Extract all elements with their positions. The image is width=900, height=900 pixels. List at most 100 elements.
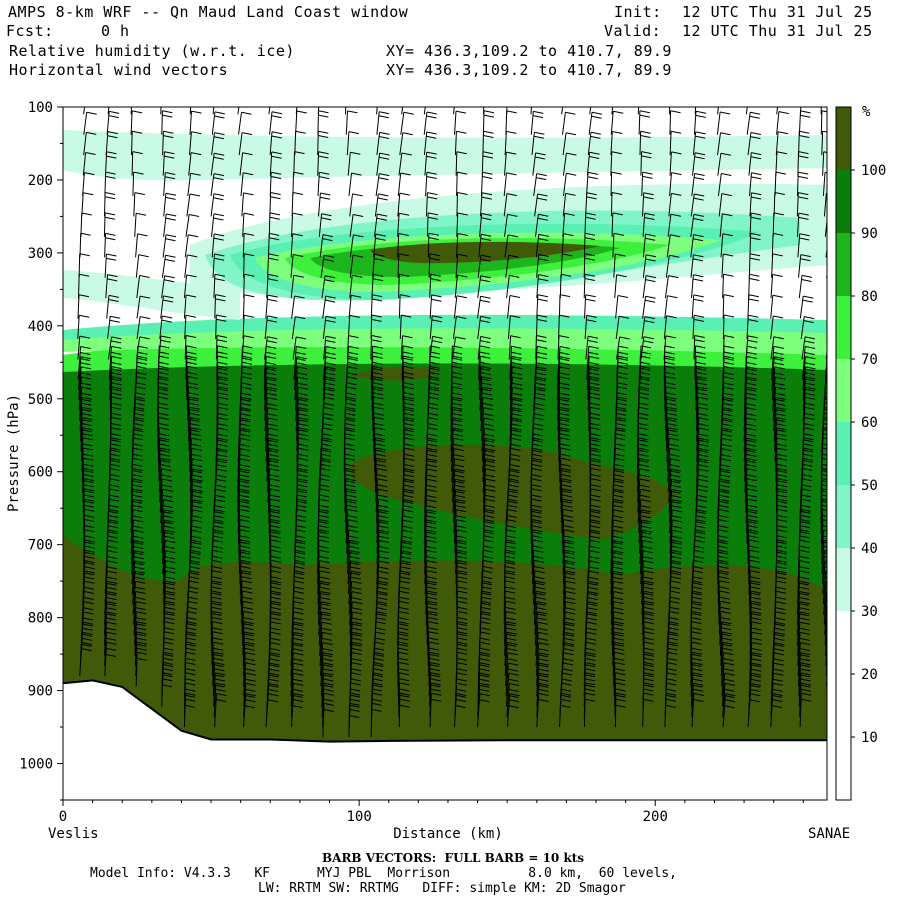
wind-barb	[717, 173, 732, 197]
wind-barb	[530, 110, 544, 135]
wind-barb	[398, 273, 410, 299]
wind-barb	[610, 519, 624, 554]
wind-barb	[666, 234, 681, 258]
wind-barb	[161, 275, 175, 299]
wind-barb	[452, 478, 466, 513]
rh-band-60	[63, 314, 827, 340]
wind-barb	[796, 601, 810, 636]
wind-barb	[370, 314, 382, 340]
wind-barb	[349, 254, 364, 278]
wind-barb	[669, 172, 682, 197]
wind-barb	[103, 601, 117, 636]
wind-barb	[641, 570, 654, 605]
wind-barb	[373, 427, 385, 462]
wind-barb	[269, 111, 283, 135]
wind-barb	[559, 447, 571, 482]
wind-barb	[77, 346, 91, 380]
wind-barb	[184, 314, 196, 340]
wind-barb	[664, 386, 676, 421]
wind-barb	[294, 130, 306, 156]
wind-barb	[130, 488, 143, 523]
wind-barb	[535, 642, 549, 677]
wind-barb	[163, 570, 176, 605]
wind-barb	[348, 570, 362, 605]
wind-barb	[346, 131, 359, 156]
wind-barb	[562, 591, 576, 625]
wind-barb	[745, 488, 758, 523]
wind-barb	[691, 682, 704, 717]
colorbar-unit: %	[862, 104, 871, 120]
y-tick-label: 200	[28, 173, 53, 189]
colorbar-segment	[836, 674, 851, 737]
wind-barb	[269, 131, 283, 156]
wind-barb	[535, 621, 548, 656]
wind-barb	[561, 488, 573, 523]
wind-barb	[586, 356, 600, 391]
wind-barb	[370, 294, 383, 319]
wind-barb	[719, 621, 732, 656]
wind-barb	[664, 275, 679, 299]
wind-barb	[798, 672, 811, 707]
wind-barb	[132, 570, 146, 605]
wind-barb	[349, 591, 362, 625]
wind-barb	[531, 529, 543, 564]
wind-barb	[717, 152, 731, 176]
wind-barb	[376, 540, 390, 574]
wind-barb	[424, 549, 437, 585]
wind-barb	[821, 539, 827, 574]
wind-barb	[583, 273, 596, 299]
wind-barb	[452, 316, 467, 340]
wind-barb	[559, 692, 571, 728]
wind-barb	[237, 488, 250, 523]
wind-barb	[322, 692, 334, 728]
wind-barb	[535, 233, 549, 258]
wind-barb	[374, 193, 389, 217]
wind-barb	[823, 591, 827, 625]
wind-barb	[212, 253, 225, 278]
wind-barb	[478, 355, 491, 391]
wind-barb	[295, 407, 309, 442]
wind-barb	[135, 641, 147, 677]
wind-barb	[130, 498, 143, 534]
wind-barb	[104, 232, 116, 258]
wind-barb	[376, 111, 390, 135]
wind-barb	[131, 151, 143, 176]
wind-barb	[290, 631, 304, 666]
wind-barb	[371, 386, 384, 421]
colorbar-segment	[836, 170, 851, 233]
y-tick-label: 700	[28, 538, 53, 554]
wind-barb	[479, 213, 492, 237]
wind-barb	[160, 295, 174, 319]
wind-barb	[722, 294, 734, 319]
wind-barb	[453, 107, 455, 115]
wind-barb	[562, 192, 576, 217]
wind-barb	[290, 274, 304, 299]
wind-barb	[108, 336, 122, 360]
wind-barb	[372, 253, 385, 278]
wind-barb	[797, 212, 809, 237]
wind-barb	[743, 376, 757, 411]
wind-barb	[241, 590, 253, 625]
wind-barb	[349, 234, 364, 258]
wind-barb	[748, 559, 760, 595]
wind-barb	[509, 366, 523, 401]
wind-barb	[189, 468, 203, 503]
wind-barb	[585, 335, 599, 360]
wind-barb	[614, 274, 627, 299]
wind-barb	[820, 107, 822, 115]
wind-barb	[798, 130, 810, 156]
wind-barb	[107, 315, 121, 340]
wind-barb	[429, 682, 441, 717]
wind-barb	[237, 107, 240, 115]
wind-barb	[743, 417, 757, 452]
wind-barb	[158, 447, 171, 482]
wind-barb	[263, 356, 277, 391]
wind-barb	[480, 396, 494, 431]
wind-barb	[637, 107, 640, 115]
wind-barb	[583, 692, 596, 728]
wind-barb	[265, 417, 279, 452]
wind-barb	[103, 611, 117, 646]
wind-barb	[692, 152, 706, 176]
wind-barb	[374, 437, 386, 472]
wind-barb	[721, 253, 734, 278]
